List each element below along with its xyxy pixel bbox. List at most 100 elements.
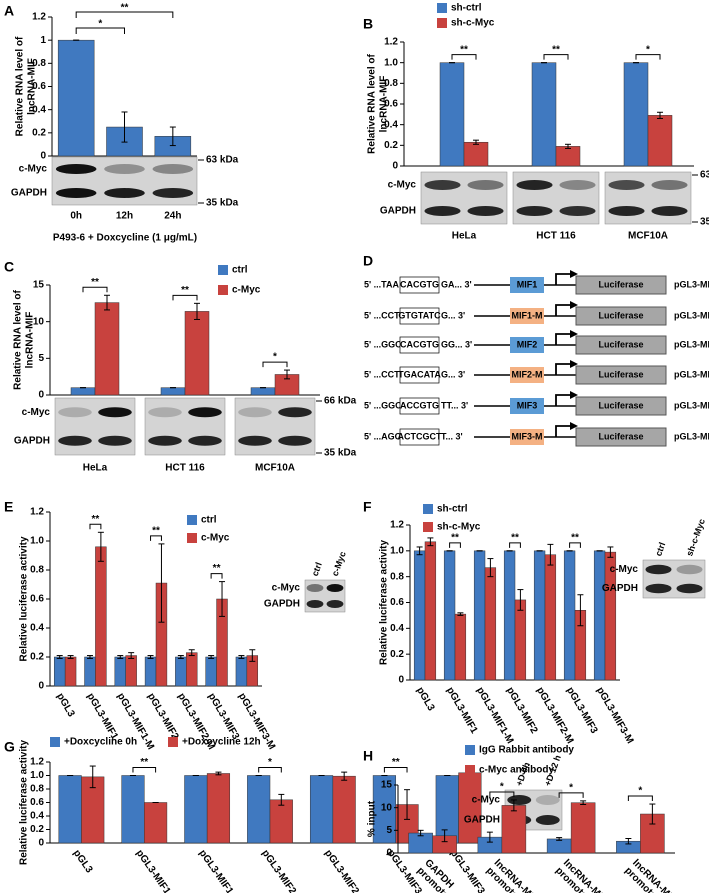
blot-background (234, 397, 316, 456)
significance-label: ** (92, 514, 100, 525)
bar (544, 554, 557, 681)
x-tick-label: pGL3-MIF3 (206, 691, 242, 742)
significance-label: ** (451, 532, 459, 543)
blot-band (424, 206, 461, 216)
sequence-start: 5' ...TAA (364, 279, 399, 289)
blot-band (98, 435, 132, 446)
blot-row-label: c-Myc (19, 164, 48, 175)
blot-row-label: GAPDH (602, 583, 638, 594)
blot-band (58, 407, 92, 418)
blot-lane-label: ctrl (653, 541, 667, 558)
blot-band (104, 164, 145, 174)
blot-band (238, 407, 272, 418)
reporter-box (575, 335, 667, 355)
significance-bracket (75, 11, 174, 18)
size-marker: 35 kDa (324, 448, 357, 459)
size-marker: 63 kDa (700, 170, 709, 181)
y-tick-label: 0.4 (384, 119, 398, 130)
y-tick-label: 1.2 (390, 520, 404, 531)
element-label: MIF1-M (512, 310, 543, 320)
y-tick-label: 0 (38, 390, 44, 401)
site-box (399, 276, 440, 294)
blot-band (238, 435, 272, 446)
x-tick-label: 12h (116, 211, 133, 222)
construct-label: pGL3-MIF1-M (674, 310, 709, 320)
blot-band (535, 815, 560, 825)
reporter-box (575, 365, 667, 385)
x-tick-label: pGL3-MIF1-M (197, 848, 242, 893)
bar (332, 775, 356, 844)
bar (205, 656, 217, 687)
significance-bracket (569, 542, 581, 548)
significance-label: * (646, 44, 650, 55)
blot-row-label: GAPDH (264, 599, 300, 610)
significance-bracket (150, 535, 162, 541)
y-tick-label: 0.4 (32, 104, 46, 115)
significance-label: ** (552, 44, 560, 55)
blot-band (98, 407, 132, 418)
legend-swatch (465, 765, 475, 775)
blot-lane-label: c-Myc (330, 550, 348, 577)
element-label: MIF2 (517, 339, 538, 349)
element-box (510, 429, 544, 445)
panel-letter: A (4, 3, 14, 19)
bar (53, 656, 66, 687)
x-tick-label: pGL3-MIF2-M (322, 848, 367, 893)
significance-label: ** (460, 44, 468, 55)
reporter-box (575, 275, 667, 295)
y-tick-label: 10 (381, 802, 393, 813)
x-tick-label: pGL3-MIF2 (259, 848, 298, 893)
significance-label: ** (571, 532, 579, 543)
blot-row-label: c-Myc (472, 795, 501, 806)
significance-bracket (509, 542, 521, 548)
reporter-label: Luciferase (598, 339, 643, 349)
x-tick-label: HCT 116 (536, 231, 576, 242)
y-tick-label: 0.4 (30, 811, 44, 822)
significance-label: ** (140, 757, 148, 768)
bar (175, 656, 187, 687)
construct-label: pGL3-MIF3-M (674, 431, 709, 441)
bar (84, 656, 96, 687)
bar (114, 656, 126, 687)
y-tick-label: 0 (392, 161, 398, 172)
y-tick-label: 0.6 (30, 797, 44, 808)
site-box (399, 336, 440, 354)
site-sequence: ACTCGCT (398, 431, 442, 441)
y-tick-label: 0.2 (32, 127, 46, 138)
bar (435, 775, 459, 844)
legend-label: sh-c-Myc (451, 18, 495, 29)
element-box (510, 337, 544, 353)
y-tick-label: 15 (33, 280, 45, 291)
y-tick-label: 0.8 (32, 58, 46, 69)
y-tick-label: 0.2 (30, 824, 44, 835)
element-label: MIF2-M (512, 369, 543, 379)
site-sequence: GTGTATC (398, 310, 441, 320)
bar (121, 775, 145, 844)
bar (64, 656, 77, 687)
site-sequence: TGACATA (398, 369, 441, 379)
y-tick-label: 0.4 (30, 623, 44, 634)
y-tick-label: 1.0 (390, 545, 404, 556)
significance-bracket (627, 795, 653, 802)
reporter-label: Luciferase (598, 310, 643, 320)
element-box (510, 367, 544, 383)
legend-label: sh-ctrl (437, 504, 468, 515)
legend-swatch (465, 745, 475, 755)
legend-swatch (168, 737, 178, 747)
blot-background (512, 171, 600, 225)
y-tick-label: 1.2 (32, 12, 46, 23)
size-marker: 63 kDa (206, 155, 239, 166)
blot-row-label: GAPDH (11, 188, 47, 199)
x-tick-label: pGL3 (414, 685, 437, 713)
blot-background (420, 171, 508, 225)
y-tick-label: 0.4 (390, 623, 404, 634)
sequence-end: T... 3' (441, 431, 463, 441)
x-tick-label: lncRNA-MIF promoter 3 (623, 857, 681, 893)
y-axis-label: lncRNA-MIF (379, 76, 390, 133)
bar (501, 805, 527, 854)
bar (235, 656, 248, 687)
legend-swatch (423, 504, 433, 514)
y-tick-label: 0 (40, 151, 46, 162)
y-tick-label: 1.0 (30, 536, 44, 547)
